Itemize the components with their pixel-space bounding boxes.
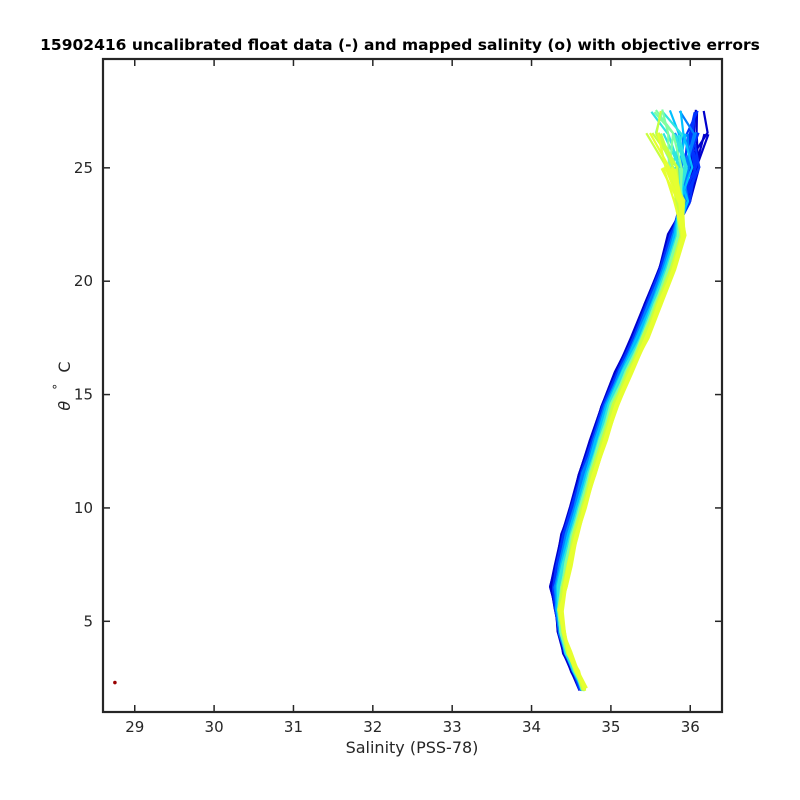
profile-line bbox=[558, 168, 683, 691]
profile-line bbox=[556, 167, 684, 689]
y-axis-label-degree: ° bbox=[51, 384, 65, 390]
y-axis-ticks: 5 10 15 20 25 bbox=[74, 159, 722, 630]
x-tick-label: 36 bbox=[681, 718, 700, 736]
x-tick-label: 31 bbox=[284, 718, 303, 736]
profile-line bbox=[560, 133, 683, 689]
x-tick-label: 33 bbox=[443, 718, 462, 736]
x-tick-label: 34 bbox=[522, 718, 541, 736]
profile-line bbox=[555, 131, 698, 691]
profile-line bbox=[558, 132, 687, 689]
profile-line bbox=[558, 132, 683, 691]
profile-line bbox=[559, 110, 684, 692]
y-axis-label: θ ° C bbox=[47, 361, 74, 410]
x-axis-label: Salinity (PSS-78) bbox=[346, 738, 479, 757]
profile-line bbox=[555, 134, 682, 690]
mapped-salinity-point bbox=[113, 680, 117, 685]
profile-line bbox=[559, 132, 684, 689]
x-tick-label: 32 bbox=[363, 718, 382, 736]
profile-line bbox=[552, 132, 694, 690]
chart-title: 15902416 uncalibrated float data (-) and… bbox=[40, 36, 760, 54]
svg-text:θ ° C: θ ° C bbox=[47, 361, 74, 410]
profile-line bbox=[557, 165, 681, 691]
profile-lines-group bbox=[549, 109, 710, 692]
x-tick-label: 35 bbox=[601, 718, 620, 736]
y-tick-label: 10 bbox=[74, 499, 93, 517]
profile-line bbox=[557, 133, 688, 692]
y-tick-label: 15 bbox=[74, 386, 93, 404]
profile-line bbox=[557, 134, 688, 689]
profile-line bbox=[560, 166, 683, 690]
y-tick-label: 25 bbox=[74, 159, 93, 177]
profile-line bbox=[554, 132, 690, 691]
profile-line bbox=[554, 133, 691, 692]
profile-line bbox=[557, 167, 681, 692]
profile-line bbox=[558, 166, 683, 689]
y-tick-label: 5 bbox=[83, 612, 93, 630]
profile-line bbox=[553, 133, 696, 690]
profile-line bbox=[550, 133, 710, 689]
mapped-salinity-group bbox=[113, 680, 117, 685]
profile-line bbox=[557, 168, 683, 691]
x-tick-label: 29 bbox=[125, 718, 144, 736]
profile-line bbox=[552, 134, 697, 692]
x-axis-ticks: 29 30 31 32 33 34 35 36 bbox=[125, 59, 700, 736]
profile-line bbox=[561, 167, 683, 690]
profile-line bbox=[558, 132, 684, 690]
profile-line bbox=[557, 133, 687, 690]
y-axis-label-symbol: θ bbox=[55, 401, 74, 411]
profile-line bbox=[555, 110, 689, 690]
profile-line bbox=[556, 135, 686, 690]
profile-line bbox=[559, 167, 683, 692]
y-axis-label-unit: C bbox=[55, 361, 74, 372]
profile-line bbox=[554, 135, 690, 691]
profile-line bbox=[561, 132, 686, 689]
x-tick-label: 30 bbox=[205, 718, 224, 736]
plot-frame bbox=[101, 57, 724, 714]
profile-line bbox=[551, 133, 690, 689]
profile-line bbox=[561, 132, 686, 691]
y-tick-label: 20 bbox=[74, 272, 93, 290]
